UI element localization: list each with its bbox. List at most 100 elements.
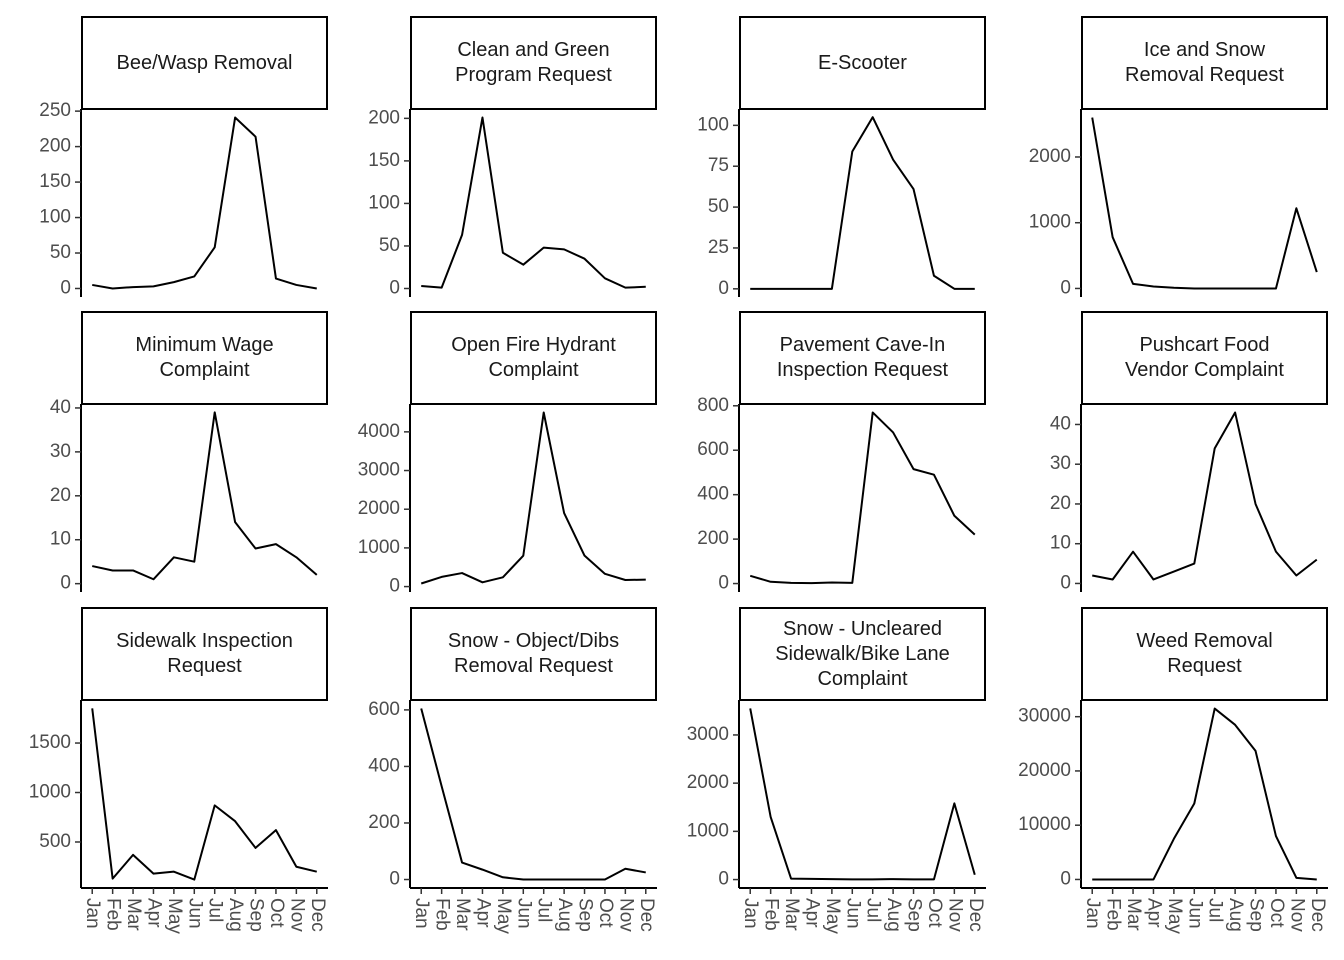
y-tick-label: 200 xyxy=(368,812,400,833)
y-tick-label: 50 xyxy=(50,242,71,263)
x-tick-label: Aug xyxy=(883,898,904,932)
x-tick-label: Jul xyxy=(1205,898,1226,922)
y-tick-label: 0 xyxy=(389,576,400,597)
y-tick-label: 400 xyxy=(697,484,729,505)
data-line xyxy=(749,708,976,881)
y-tick-label: 1500 xyxy=(29,732,71,753)
data-line xyxy=(1091,117,1318,290)
facet-strip: Snow - Object/Dibs Removal Request xyxy=(410,607,657,701)
y-tick-label: 250 xyxy=(39,100,71,121)
y-tick-label: 30000 xyxy=(1018,706,1071,727)
y-tick-label: 600 xyxy=(368,699,400,720)
x-tick-label: May xyxy=(822,898,843,934)
y-tick-label: 0 xyxy=(1060,572,1071,593)
y-tick-label: 75 xyxy=(708,155,729,176)
y-tick-label: 1000 xyxy=(29,782,71,803)
y-tick-label: 0 xyxy=(718,573,729,594)
y-tick-label: 4000 xyxy=(358,421,400,442)
x-tick-label: Oct xyxy=(924,898,945,928)
y-tick-label: 30 xyxy=(50,441,71,462)
y-tick-label: 10 xyxy=(50,529,71,550)
y-tick-label: 0 xyxy=(718,278,729,299)
x-tick-label: Feb xyxy=(432,898,453,931)
facet-strip: Bee/Wasp Removal xyxy=(81,16,328,110)
facet-strip: Clean and Green Program Request xyxy=(410,16,657,110)
y-tick-label: 0 xyxy=(718,869,729,890)
y-tick-label: 0 xyxy=(1060,277,1071,298)
x-tick-label: Mar xyxy=(452,898,473,931)
x-tick-label: Feb xyxy=(1103,898,1124,931)
x-tick-label: Jul xyxy=(534,898,555,922)
y-tick-label: 1000 xyxy=(358,537,400,558)
x-tick-label: Apr xyxy=(1143,898,1164,928)
x-tick-label: Jul xyxy=(863,898,884,922)
y-tick-label: 150 xyxy=(368,150,400,171)
x-tick-label: Jun xyxy=(513,898,534,929)
y-tick-label: 2000 xyxy=(1029,146,1071,167)
x-tick-label: Nov xyxy=(286,898,307,932)
y-tick-label: 800 xyxy=(697,395,729,416)
x-tick-label: Dec xyxy=(965,898,986,932)
data-line xyxy=(420,411,646,585)
facet-strip: Pushcart Food Vendor Complaint xyxy=(1081,311,1328,405)
x-tick-label: Dec xyxy=(307,898,328,932)
x-tick-label: Jun xyxy=(184,898,205,929)
y-tick-label: 3000 xyxy=(687,724,729,745)
x-tick-label: Apr xyxy=(801,898,822,928)
x-tick-label: May xyxy=(164,898,185,934)
y-tick-label: 1000 xyxy=(687,820,729,841)
x-tick-label: Aug xyxy=(225,898,246,932)
y-tick-label: 150 xyxy=(39,171,71,192)
x-tick-label: Nov xyxy=(615,898,636,932)
y-tick-label: 600 xyxy=(697,439,729,460)
data-line xyxy=(91,708,318,881)
y-tick-label: 100 xyxy=(368,192,400,213)
facet-strip: Sidewalk Inspection Request xyxy=(81,607,328,701)
y-tick-label: 50 xyxy=(379,235,400,256)
x-tick-label: Apr xyxy=(472,898,493,928)
data-line xyxy=(1092,411,1318,581)
y-tick-label: 20 xyxy=(50,485,71,506)
y-tick-label: 1000 xyxy=(1029,212,1071,233)
x-tick-label: Oct xyxy=(1266,898,1287,928)
x-tick-label: Mar xyxy=(1123,898,1144,931)
y-tick-label: 100 xyxy=(697,114,729,135)
x-tick-label: Nov xyxy=(1286,898,1307,932)
y-tick-label: 0 xyxy=(60,278,71,299)
x-tick-label: Jan xyxy=(82,898,103,929)
x-tick-label: Jul xyxy=(205,898,226,922)
data-line xyxy=(420,708,646,881)
y-tick-label: 200 xyxy=(39,136,71,157)
x-tick-label: Jan xyxy=(1082,898,1103,929)
y-tick-label: 0 xyxy=(60,573,71,594)
y-tick-label: 40 xyxy=(50,397,71,418)
y-tick-label: 100 xyxy=(39,207,71,228)
y-tick-label: 0 xyxy=(389,869,400,890)
y-tick-label: 200 xyxy=(697,528,729,549)
x-tick-label: Jan xyxy=(740,898,761,929)
x-tick-label: Aug xyxy=(1225,898,1246,932)
facet-strip: Weed Removal Request xyxy=(1081,607,1328,701)
x-tick-label: Oct xyxy=(266,898,287,928)
data-line xyxy=(92,116,317,290)
y-tick-label: 10000 xyxy=(1018,814,1071,835)
x-tick-label: Mar xyxy=(781,898,802,931)
x-tick-label: Jan xyxy=(411,898,432,929)
data-line xyxy=(92,411,318,581)
y-tick-label: 10 xyxy=(1050,533,1071,554)
data-line xyxy=(750,116,975,290)
y-tick-label: 30 xyxy=(1050,453,1071,474)
x-tick-label: Feb xyxy=(761,898,782,931)
y-tick-label: 40 xyxy=(1050,413,1071,434)
y-tick-label: 0 xyxy=(1060,868,1071,889)
facet-strip: Minimum Wage Complaint xyxy=(81,311,328,405)
y-tick-label: 500 xyxy=(39,831,71,852)
y-tick-label: 400 xyxy=(368,755,400,776)
x-tick-label: Oct xyxy=(595,898,616,928)
y-tick-label: 25 xyxy=(708,237,729,258)
y-tick-label: 20000 xyxy=(1018,760,1071,781)
y-tick-label: 200 xyxy=(368,107,400,128)
y-tick-label: 50 xyxy=(708,196,729,217)
x-tick-label: Nov xyxy=(944,898,965,932)
